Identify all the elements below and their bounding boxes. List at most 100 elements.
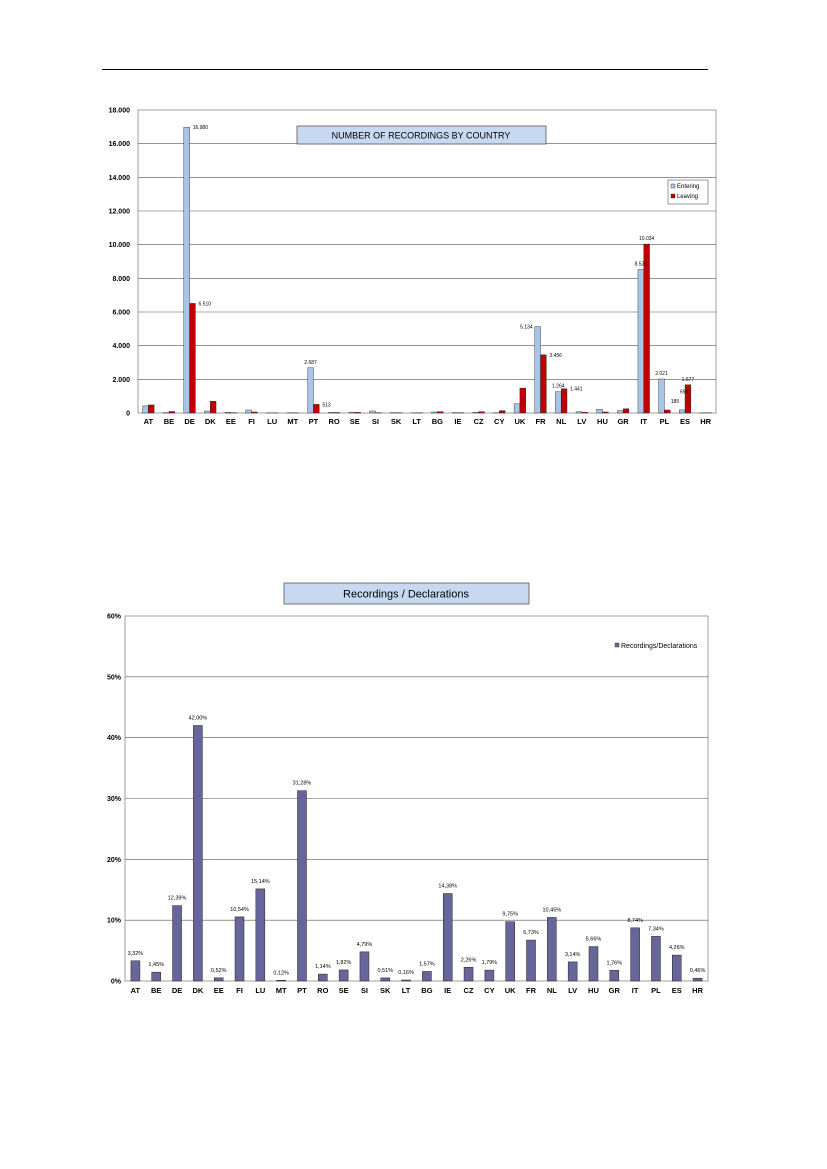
bar-ratio-lt [401,979,411,982]
data-label: 1,82% [336,960,352,966]
category-label: BG [432,417,443,426]
data-label: 0,16% [398,970,414,976]
data-label: 10,45% [543,907,562,913]
category-label: DE [172,986,182,995]
bar-ratio-lv [567,961,578,982]
data-label: 12,39% [168,896,187,902]
category-label: RO [317,986,328,995]
y-tick-label: 0 [126,411,130,418]
y-tick-label: 40% [107,735,122,742]
data-label: 1,76% [606,960,622,966]
bar-ratio-de [172,905,182,982]
data-label: 8.526 [635,261,648,267]
data-label: 3,14% [565,952,581,958]
category-label: ES [672,986,682,995]
category-label: CZ [474,417,484,426]
data-label: 1.677 [682,377,695,383]
y-tick-label: 10% [107,918,122,925]
bar-ratio-ro [318,973,328,982]
data-label: 1,45% [148,962,164,968]
category-label: UK [505,986,516,995]
data-label: 690 [680,390,689,396]
bar-leaving-pt [313,404,320,414]
category-label: DE [184,417,194,426]
data-label: 8,74% [627,918,643,924]
data-label: 1,79% [482,960,498,966]
bar-ratio-dk [193,725,203,982]
data-label: 3,32% [128,951,144,957]
data-label: 10,54% [230,907,249,913]
bar-ratio-fr [526,939,536,982]
plot-area [137,109,717,414]
data-label: 15,14% [251,879,270,885]
bar-ratio-pt [297,790,307,982]
legend: Entering Leaving [667,179,709,205]
data-label: 1,57% [419,961,435,967]
category-label: AT [131,986,141,995]
bar-entering-pl [658,378,665,414]
data-label: 2,26% [461,957,477,963]
legend-swatch-entering [670,183,676,189]
data-label: 4,26% [669,945,685,951]
category-label: DK [205,417,216,426]
bar-leaving-bg [437,411,444,414]
data-label: 0,12% [273,970,289,976]
data-label: 3.456 [549,353,562,359]
category-label: UK [514,417,525,426]
legend-label-ratio: Recordings/Declarations [621,643,698,650]
bar-leaving-lv [581,411,588,414]
category-label: SK [391,417,402,426]
category-label: NL [547,986,557,995]
chart-title-box: NUMBER OF RECORDINGS BY COUNTRY [296,125,547,145]
category-label: BG [421,986,432,995]
data-label: 0,52% [211,968,227,974]
category-label: CZ [464,986,474,995]
bar-ratio-mt [276,980,286,982]
bar-leaving-ro [333,412,341,414]
y-tick-label: 4.000 [112,343,130,350]
category-label: FR [536,417,547,426]
legend-swatch-leaving [670,193,676,199]
category-label: BE [164,417,174,426]
category-label: LT [412,417,421,426]
category-label: PL [651,986,661,995]
legend-2: Recordings/Declarations [614,642,698,650]
data-label: 0,46% [690,968,706,974]
category-label: HR [692,986,703,995]
category-label: PL [660,417,670,426]
category-label: IE [454,417,461,426]
bar-ratio-gr [609,970,620,982]
data-label: 6.510 [199,301,212,307]
header-rule [102,69,708,70]
bar-ratio-nl [547,917,557,982]
data-label: 2.687 [304,360,317,366]
category-label: DK [192,986,203,995]
category-label: HU [588,986,599,995]
bar-leaving-be [168,411,175,414]
bar-leaving-it [643,243,650,414]
category-label: MT [287,417,298,426]
legend-label-entering: Entering [677,184,699,190]
y-tick-label: 30% [107,796,122,803]
category-label: LV [568,986,577,995]
data-label: 6,73% [523,930,539,936]
bar-ratio-fi [234,916,245,982]
data-label: 14,38% [438,884,457,890]
category-label: AT [144,417,154,426]
bar-entering-de [183,126,190,414]
category-label: BE [151,986,161,995]
bar-ratio-se [338,969,349,982]
category-label: HR [700,417,711,426]
data-label: 5.134 [520,325,533,331]
y-tick-label: 6.000 [112,310,130,317]
bar-ratio-bg [422,971,432,982]
y-tick-label: 50% [107,674,122,681]
data-label: 2.021 [655,371,668,377]
data-label: 42,00% [189,716,208,722]
bar-leaving-at [148,404,155,414]
data-label: 16.980 [193,125,209,131]
bar-ratio-uk [505,921,515,982]
category-label: MT [276,986,287,995]
y-tick-label: 8.000 [112,276,130,283]
